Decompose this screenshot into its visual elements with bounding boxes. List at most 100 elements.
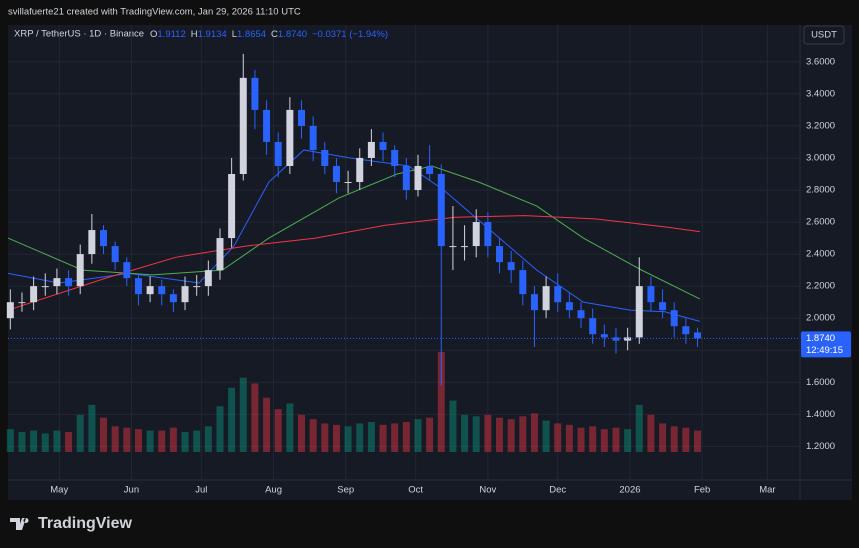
candle-body bbox=[402, 165, 410, 191]
brand: TradingView bbox=[38, 515, 133, 532]
countdown: 12:49:15 bbox=[806, 345, 843, 356]
candle-body bbox=[437, 173, 445, 247]
y-tick-label: 1.6000 bbox=[806, 377, 835, 388]
volume-bar bbox=[356, 423, 364, 452]
x-tick-label: Oct bbox=[408, 485, 423, 496]
volume-bar bbox=[216, 406, 224, 452]
volume-bar bbox=[402, 422, 410, 452]
volume-bar bbox=[88, 404, 96, 452]
volume-bar bbox=[111, 426, 119, 452]
candle-body bbox=[30, 286, 38, 303]
change: −0.0371 (−1.94%) bbox=[312, 29, 388, 40]
volume-bar bbox=[158, 430, 166, 452]
volume-bar bbox=[391, 423, 399, 452]
x-tick-label: 2026 bbox=[619, 485, 640, 496]
candle-body bbox=[263, 109, 271, 142]
candle-body bbox=[321, 149, 329, 166]
candle-body bbox=[484, 222, 492, 247]
candle-body bbox=[414, 165, 422, 191]
volume-bar bbox=[181, 432, 189, 452]
volume-bar bbox=[472, 416, 480, 452]
candle-body bbox=[239, 77, 247, 174]
ohlc-key: C bbox=[271, 29, 278, 40]
volume-bar bbox=[134, 429, 142, 452]
volume-bar bbox=[496, 417, 503, 452]
candle-body bbox=[635, 286, 643, 338]
volume-bar bbox=[647, 414, 655, 452]
y-tick-label: 2.4000 bbox=[806, 249, 835, 260]
candle-body bbox=[204, 270, 212, 287]
volume-bar bbox=[239, 377, 247, 452]
x-tick-label: Jul bbox=[195, 485, 207, 496]
volume-bar bbox=[309, 419, 317, 452]
last-price: 1.8740 bbox=[806, 333, 835, 344]
candle-body bbox=[251, 77, 259, 110]
y-tick-label: 2.0000 bbox=[806, 313, 835, 324]
ohlc-value: 1.8740 bbox=[278, 29, 307, 40]
candle-body bbox=[123, 262, 131, 279]
volume-bar bbox=[251, 383, 259, 452]
volume-bar bbox=[530, 413, 538, 452]
volume-bar bbox=[321, 423, 329, 452]
volume-bar bbox=[30, 430, 38, 452]
candle-body bbox=[554, 286, 562, 303]
logo: TradingView bbox=[10, 515, 133, 532]
candle-body bbox=[612, 337, 620, 341]
candle-body bbox=[391, 149, 399, 166]
plot-area bbox=[8, 25, 800, 500]
volume-bar bbox=[146, 430, 154, 452]
volume-bar bbox=[65, 432, 73, 452]
candle-body bbox=[379, 141, 387, 150]
candle-body bbox=[88, 230, 96, 255]
candle-body bbox=[496, 246, 503, 263]
candle-body bbox=[589, 318, 597, 335]
volume-bar bbox=[18, 432, 26, 452]
candle-body bbox=[530, 294, 538, 311]
moving-average bbox=[7, 215, 700, 311]
candle-body bbox=[65, 278, 73, 287]
ohlc-readout: O1.9112 H1.9134 L1.8654 C1.8740 −0.0371 (−1.… bbox=[150, 29, 388, 40]
volume-bar bbox=[437, 352, 445, 452]
candle-body bbox=[565, 302, 573, 311]
y-tick-label: 3.6000 bbox=[806, 56, 835, 67]
candle-body bbox=[577, 310, 585, 319]
currency: USDT bbox=[811, 30, 837, 41]
volume-bar bbox=[426, 417, 434, 452]
volume-bar bbox=[344, 426, 352, 452]
volume-bar bbox=[682, 427, 690, 452]
x-tick-label: Jun bbox=[124, 485, 139, 496]
candle-body bbox=[41, 286, 49, 288]
volume-bar bbox=[100, 417, 107, 452]
y-tick-label: 1.2000 bbox=[806, 441, 835, 452]
volume-bar bbox=[461, 414, 469, 452]
volume-bar bbox=[367, 422, 375, 452]
candle-body bbox=[6, 302, 14, 319]
volume-bar bbox=[577, 427, 585, 452]
y-tick-label: 3.0000 bbox=[806, 152, 835, 163]
volume-bar bbox=[332, 424, 340, 452]
candle-body bbox=[542, 286, 550, 311]
volume-bar bbox=[507, 419, 515, 452]
volume-bar bbox=[298, 414, 305, 452]
volume-bar bbox=[286, 403, 294, 452]
volume-bar bbox=[612, 427, 620, 452]
volume-bar bbox=[519, 416, 527, 452]
x-tick-label: May bbox=[50, 485, 68, 496]
volume-bar bbox=[600, 429, 608, 452]
volume-bar bbox=[263, 397, 271, 452]
candle-body bbox=[472, 222, 480, 247]
volume-bar bbox=[542, 420, 550, 452]
x-tick-label: Dec bbox=[549, 485, 566, 496]
candle-body bbox=[356, 157, 364, 183]
plot bbox=[6, 25, 800, 480]
volume-bar bbox=[449, 400, 457, 452]
candle-body bbox=[659, 302, 667, 311]
volume-bar bbox=[379, 424, 387, 452]
x-tick-label: Sep bbox=[337, 485, 354, 496]
candle-body bbox=[682, 326, 690, 335]
volume-bar bbox=[670, 426, 678, 452]
ohlc-key: O bbox=[150, 29, 157, 40]
volume-bar bbox=[169, 427, 177, 452]
candle-body bbox=[216, 238, 224, 271]
candle-body bbox=[298, 109, 305, 126]
